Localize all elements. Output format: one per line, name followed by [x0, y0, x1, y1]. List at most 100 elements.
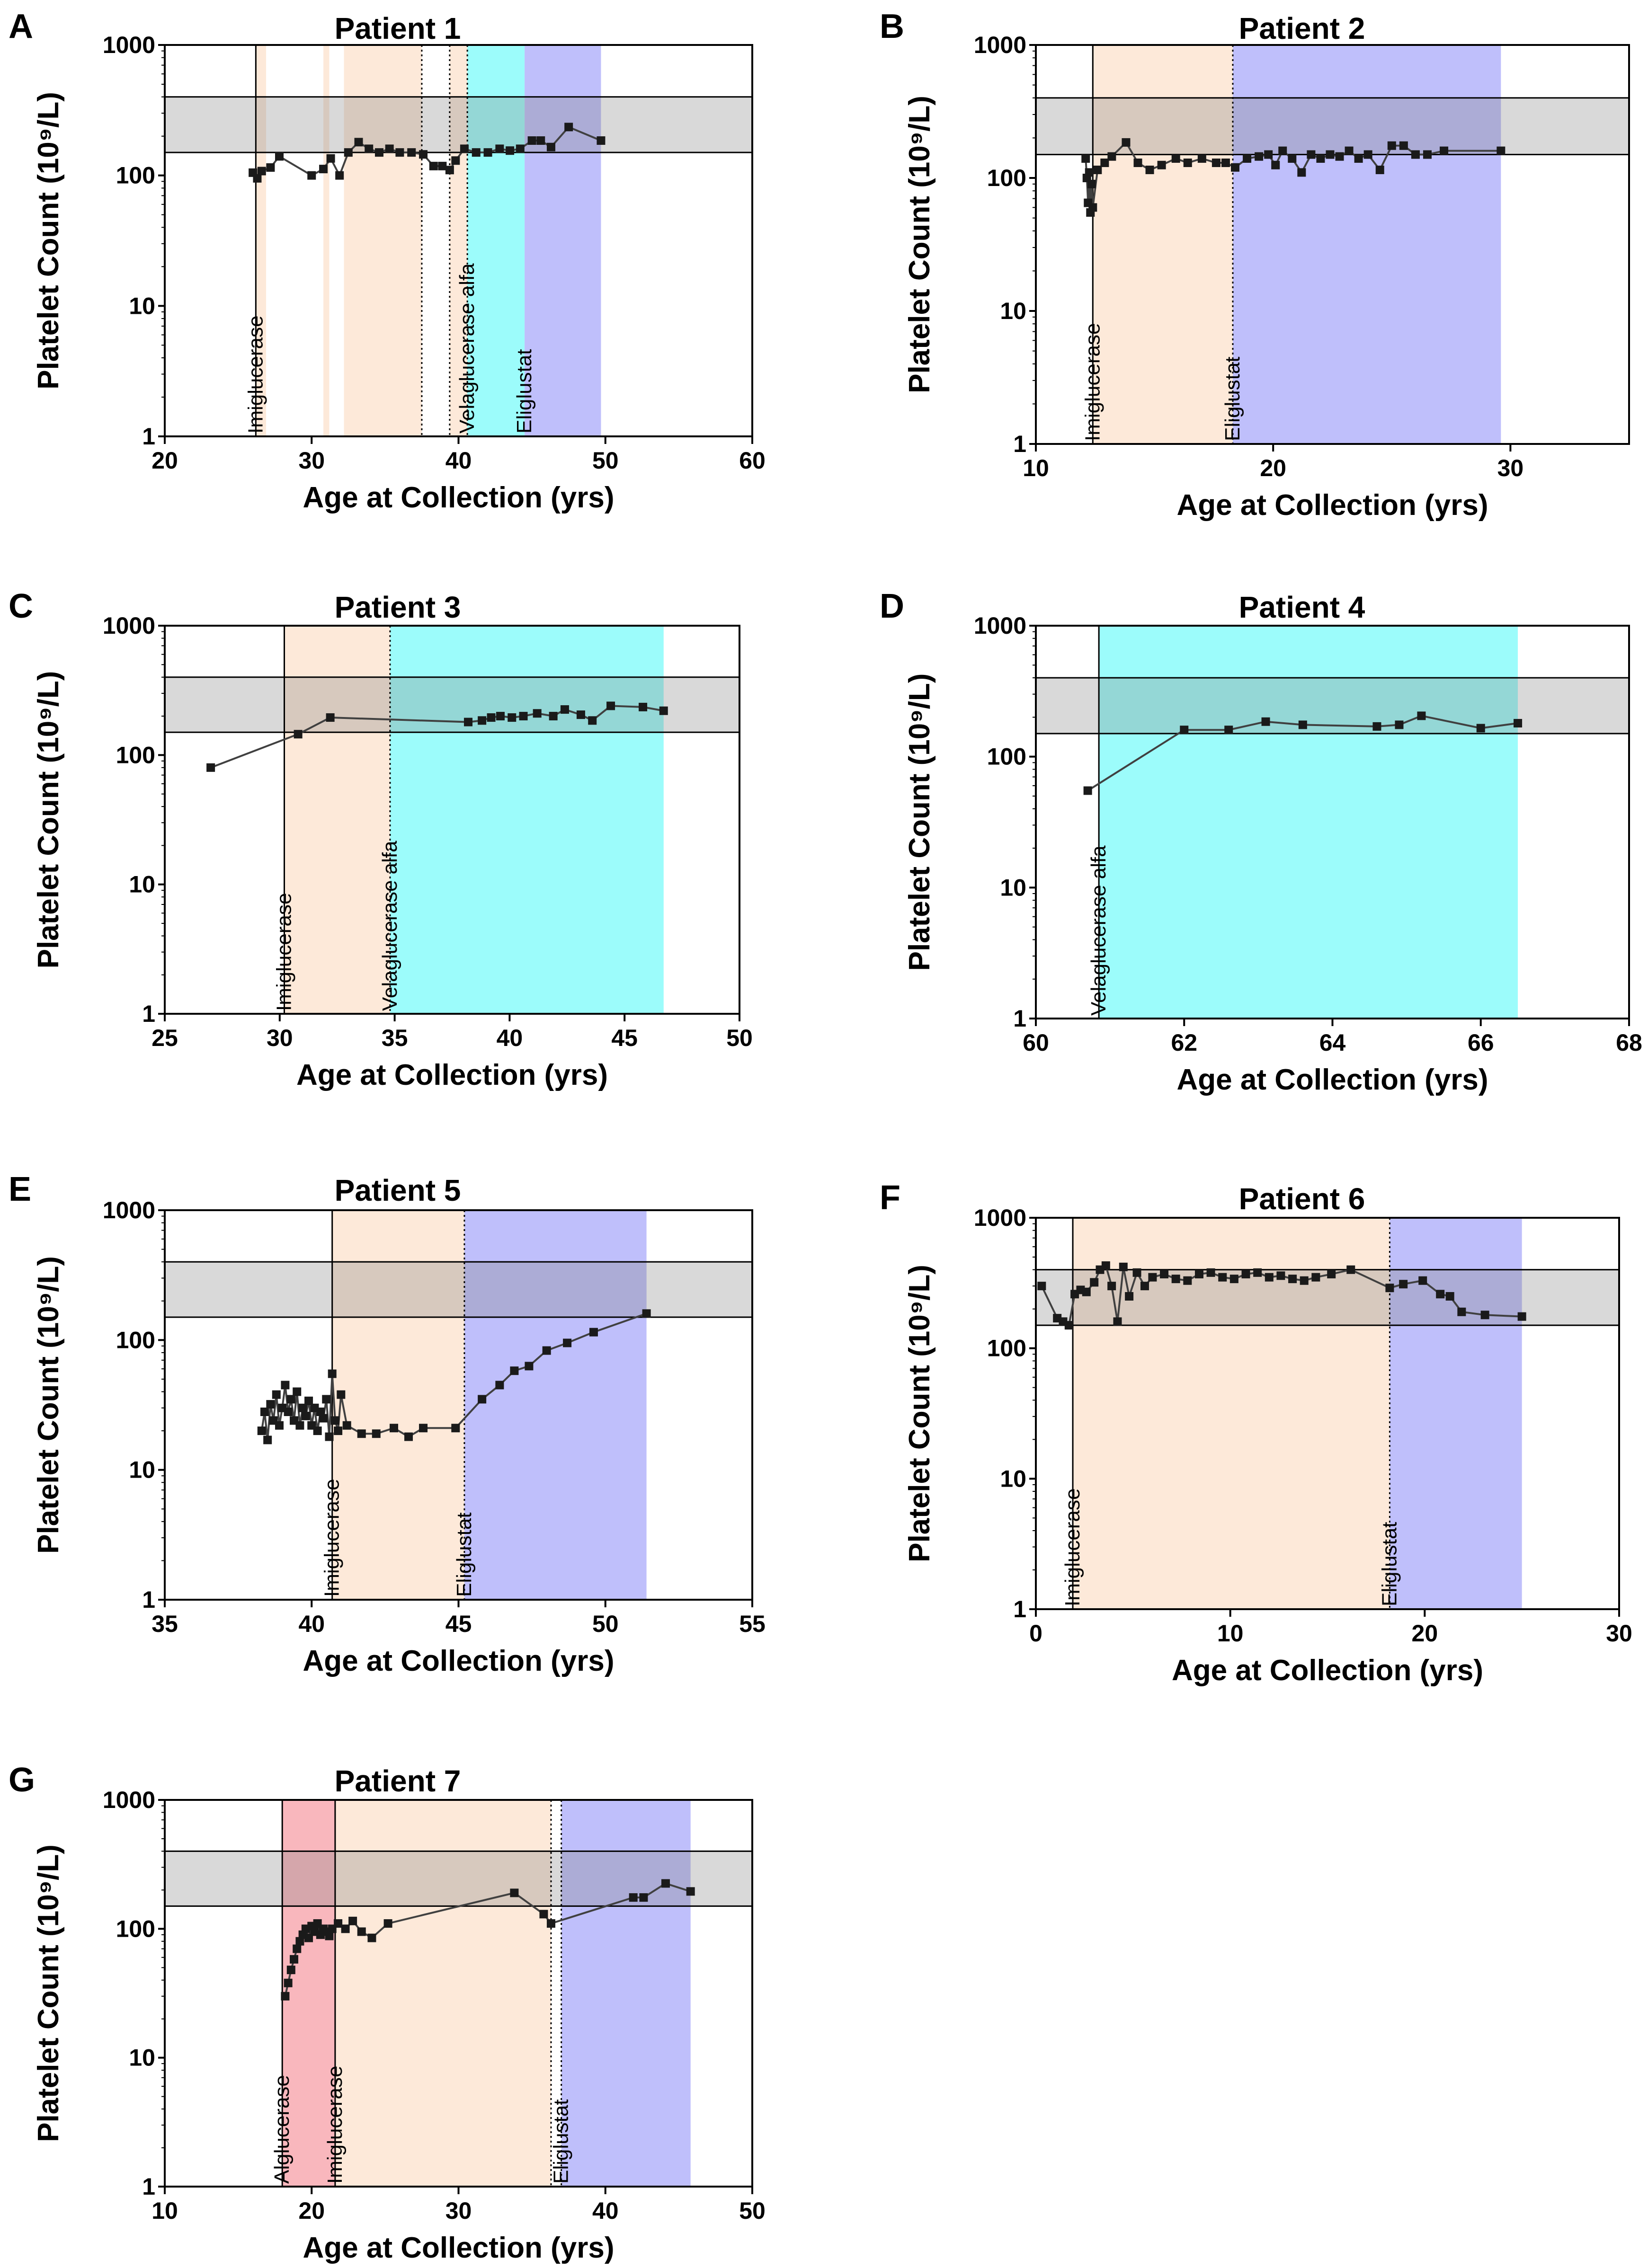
data-point [335, 171, 344, 180]
data-point [1375, 165, 1384, 174]
data-point [1298, 720, 1307, 729]
x-axis-label: Age at Collection (yrs) [1177, 1063, 1488, 1096]
x-tick-label: 50 [592, 447, 619, 474]
data-point [1417, 711, 1426, 720]
normal-range-band [164, 1261, 753, 1318]
data-point [525, 1362, 534, 1371]
panel-A: A Patient 1 Imiglucerase Velaglucerase alfa… [9, 8, 766, 514]
panel-G: G Patient 7 Alglucerase Imiglucerase Eliglus… [9, 1761, 766, 2264]
data-point [1231, 163, 1240, 172]
chart-title: Patient 7 [335, 1764, 461, 1798]
data-point [395, 148, 404, 157]
y-axis-label: Platelet Count (10⁹/L) [903, 673, 936, 971]
data-point [298, 1403, 307, 1412]
data-point [1271, 160, 1280, 169]
x-tick-label: 20 [1260, 455, 1286, 481]
y-tick-label: 10 [129, 2045, 155, 2071]
data-point [1411, 150, 1420, 159]
treatment-label: Imiglucerase [244, 316, 267, 434]
data-point [294, 730, 303, 739]
data-point [1276, 1271, 1285, 1280]
data-point [419, 1424, 428, 1433]
data-point [536, 136, 545, 145]
data-point [301, 1411, 310, 1420]
y-tick-label: 1000 [103, 32, 155, 58]
data-point [686, 1887, 695, 1896]
data-point [319, 165, 328, 174]
data-point [1100, 158, 1109, 167]
x-tick-label: 30 [445, 2197, 472, 2224]
x-axis-label: Age at Collection (yrs) [1177, 489, 1488, 522]
x-axis-label: Age at Collection (yrs) [303, 1645, 615, 1677]
y-tick-label: 10 [129, 292, 155, 319]
data-point [478, 716, 487, 725]
treatment-label: Velaglucerase alfa [378, 841, 401, 1011]
treatment-band-imiglucerase [344, 45, 422, 436]
data-point [1288, 1275, 1297, 1284]
normal-range-band [164, 676, 740, 733]
treatment-label: Imiglucerase [323, 2066, 347, 2184]
data-point [1327, 1270, 1336, 1279]
data-point [429, 161, 438, 170]
y-tick-label: 1 [1013, 431, 1026, 457]
data-point [445, 166, 454, 175]
data-point [1183, 158, 1192, 167]
data-point [1311, 1273, 1320, 1282]
y-tick-label: 10 [1000, 1465, 1026, 1492]
treatment-band-alglucerase [282, 1800, 335, 2187]
y-tick-label: 10 [1000, 298, 1026, 324]
data-point [284, 1978, 293, 1987]
panel-letter: G [9, 1761, 35, 1799]
data-point [1514, 719, 1523, 728]
x-tick-label: 20 [151, 447, 178, 474]
data-point [510, 1888, 519, 1897]
data-point [1399, 141, 1408, 150]
panel-C: C Patient 3 Imiglucerase Velaglucerase alfa… [9, 587, 753, 1091]
x-tick-label: 0 [1029, 1620, 1042, 1647]
data-point [290, 1955, 299, 1964]
data-point [1326, 150, 1335, 159]
y-axis-label: Platelet Count (10⁹/L) [32, 92, 65, 390]
data-point [1387, 141, 1396, 150]
normal-range-band [1035, 97, 1630, 156]
data-point [539, 1910, 548, 1919]
data-point [1316, 154, 1325, 163]
treatment-band-eliglustat [464, 1210, 647, 1600]
data-point [1183, 1276, 1192, 1285]
data-point [295, 1937, 304, 1946]
x-tick-label: 20 [1412, 1620, 1438, 1647]
chart-title: Patient 1 [335, 11, 461, 45]
treatment-label: Eliglustat [1378, 1522, 1401, 1606]
data-point [483, 148, 492, 157]
panel-letter: D [880, 587, 904, 625]
y-tick-label: 100 [116, 1327, 155, 1353]
chart-title: Patient 3 [335, 590, 461, 624]
data-point [383, 1919, 392, 1928]
data-point [330, 1416, 339, 1425]
data-point [1148, 1273, 1157, 1282]
data-point [506, 146, 515, 155]
data-point [1212, 158, 1220, 167]
data-point [1372, 722, 1381, 731]
data-point [1107, 152, 1116, 161]
y-tick-label: 1 [1013, 1005, 1026, 1032]
x-tick-label: 45 [445, 1611, 472, 1637]
data-point [1517, 1312, 1526, 1321]
data-point [342, 1421, 351, 1430]
data-point [1082, 1287, 1091, 1296]
data-point [533, 709, 542, 718]
y-tick-label: 100 [987, 744, 1026, 770]
data-point [1171, 154, 1180, 163]
data-point [639, 702, 648, 711]
data-point [1261, 717, 1270, 726]
data-point [1197, 154, 1206, 163]
data-point [1278, 146, 1287, 155]
data-point [328, 1369, 337, 1378]
data-point [1476, 724, 1485, 733]
data-point [319, 1414, 328, 1423]
data-point [546, 142, 555, 151]
y-axis-label: Platelet Count (10⁹/L) [32, 1844, 65, 2142]
x-tick-label: 50 [739, 2197, 766, 2224]
x-tick-label: 40 [298, 1611, 325, 1637]
data-point [357, 1927, 366, 1936]
